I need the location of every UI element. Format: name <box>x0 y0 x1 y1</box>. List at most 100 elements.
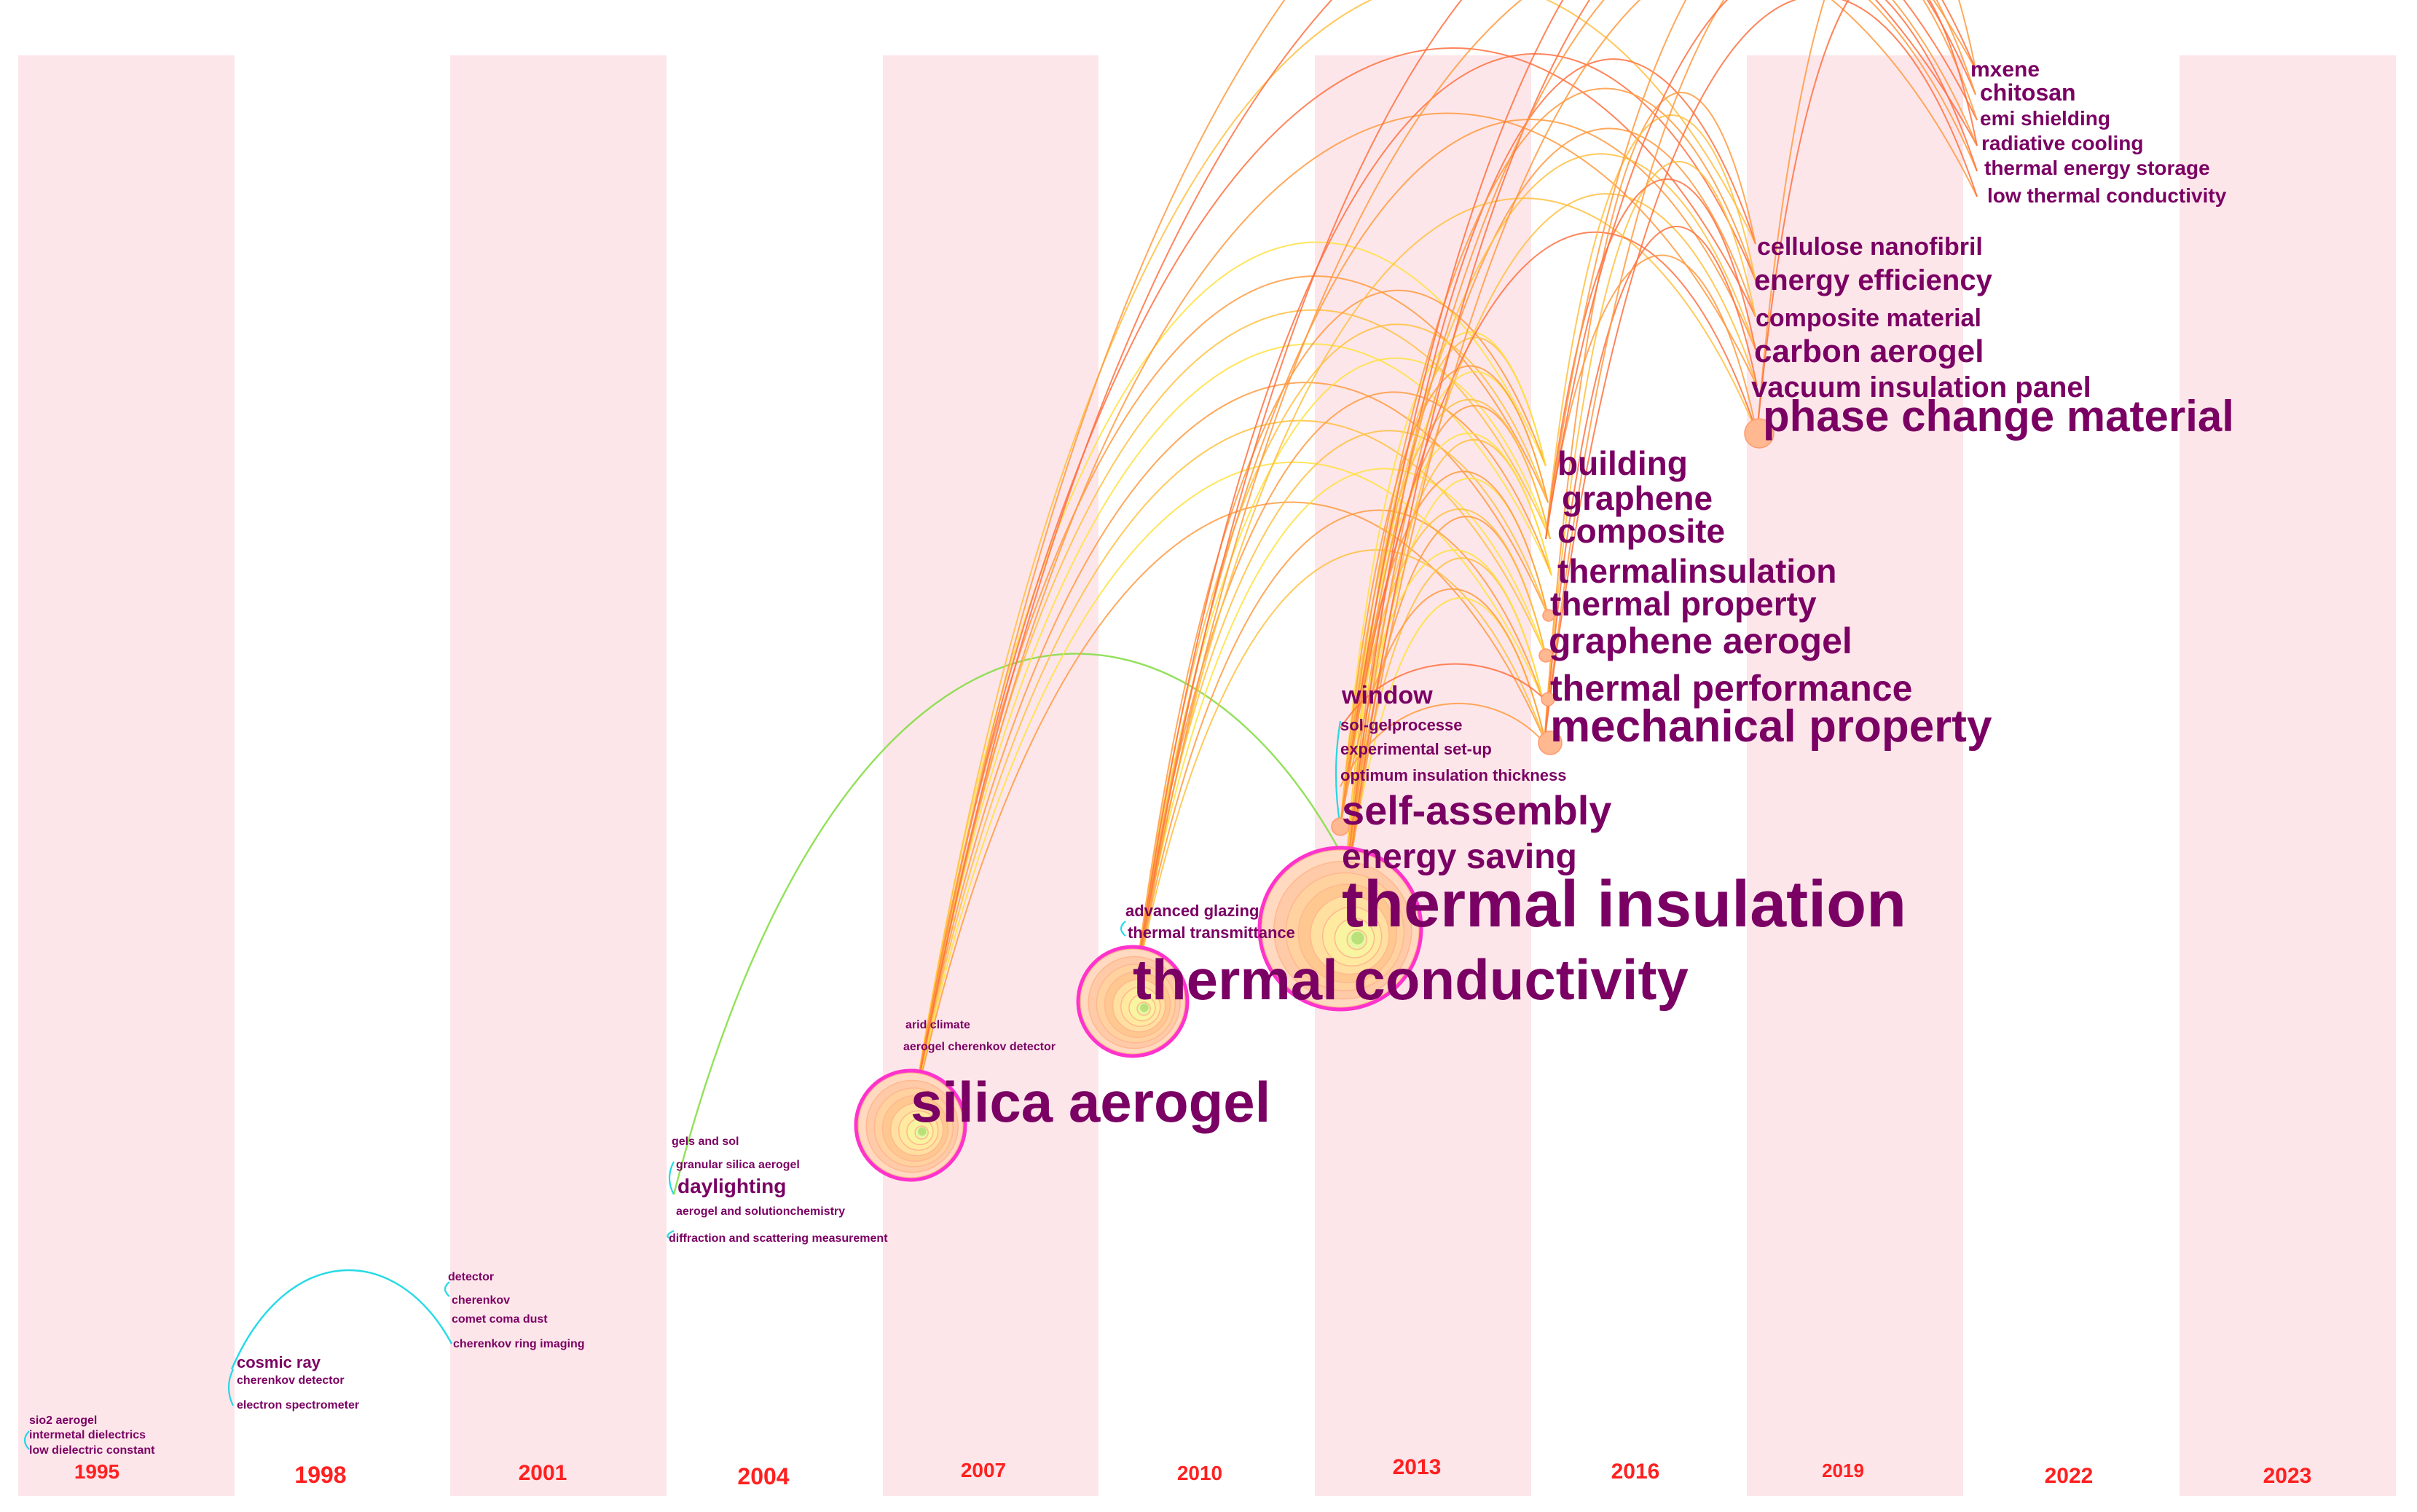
co-occurrence-links <box>23 0 1978 1450</box>
year-label-2007: 2007 <box>961 1459 1006 1481</box>
keyword-intermetal-dielectrics[interactable]: intermetal dielectrics <box>29 1429 146 1441</box>
keyword-vacuum-insulation-panel[interactable]: vacuum insulation panel <box>1751 371 2091 403</box>
link-42 <box>910 112 1758 1126</box>
keyword-low-thermal-conductivity[interactable]: low thermal conductivity <box>1987 184 2227 207</box>
link-66 <box>1544 0 1978 744</box>
keyword-aerogel-cherenkov-detector[interactable]: aerogel cherenkov detector <box>903 1041 1056 1053</box>
keyword-gels-and-sol[interactable]: gels and sol <box>672 1135 739 1148</box>
keyword-electron-spectrometer[interactable]: electron spectrometer <box>237 1399 359 1411</box>
keyword-comet-coma-dust[interactable]: comet coma dust <box>452 1313 548 1326</box>
keyword-silica-aerogel[interactable]: silica aerogel <box>911 1070 1270 1134</box>
keyword-thermalinsulation[interactable]: thermalinsulation <box>1557 552 1836 590</box>
keyword-experimental-set-up[interactable]: experimental set-up <box>1340 740 1492 758</box>
link-69 <box>1545 0 1978 540</box>
keyword-nodes <box>854 418 1775 1182</box>
link-36 <box>1340 470 1549 827</box>
year-label-1995: 1995 <box>74 1460 119 1483</box>
link-23 <box>1132 549 1547 1002</box>
node-thermal-insulation-core <box>1351 932 1364 945</box>
link-37 <box>1340 508 1547 827</box>
node-graphene-aerogel[interactable] <box>1538 648 1553 663</box>
link-52 <box>1544 92 1756 744</box>
year-label-2004: 2004 <box>737 1463 789 1489</box>
link-54 <box>1544 226 1758 744</box>
node-thermal-conductivity-core <box>1140 1003 1149 1012</box>
year-label-2019: 2019 <box>1822 1460 1864 1481</box>
keyword-advanced-glazing[interactable]: advanced glazing <box>1125 902 1259 920</box>
keyword-thermal-energy-storage[interactable]: thermal energy storage <box>1984 157 2210 179</box>
keyword-granular-silica-aerogel[interactable]: granular silica aerogel <box>676 1159 800 1171</box>
link-3 <box>444 1281 450 1297</box>
keyword-cherenkov[interactable]: cherenkov <box>452 1294 510 1307</box>
keyword-thermal-property[interactable]: thermal property <box>1550 585 1817 623</box>
link-51 <box>1340 231 1758 827</box>
node-thermal-performance[interactable] <box>1541 692 1555 706</box>
link-53 <box>1544 161 1756 744</box>
link-73 <box>1340 702 1545 787</box>
link-4 <box>668 1161 675 1195</box>
node-thermal-insulation[interactable] <box>1257 846 1423 1012</box>
link-60 <box>1132 0 1978 1002</box>
year-band-2010 <box>1099 55 1315 1496</box>
keyword-daylighting[interactable]: daylighting <box>677 1175 786 1197</box>
keyword-graphene[interactable]: graphene <box>1562 479 1713 517</box>
link-41 <box>910 47 1756 1126</box>
keyword-aerogel-and-solutionchemistry[interactable]: aerogel and solutionchemistry <box>676 1205 845 1218</box>
keyword-arid-climate[interactable]: arid climate <box>905 1019 970 1031</box>
keyword-energy-saving[interactable]: energy saving <box>1342 838 1577 876</box>
keyword-graphene-aerogel[interactable]: graphene aerogel <box>1549 621 1852 661</box>
keyword-low-dielectric-constant[interactable]: low dielectric constant <box>29 1444 155 1457</box>
link-47 <box>1340 127 1756 933</box>
link-39 <box>1340 588 1547 827</box>
node-mechanical-property[interactable] <box>1538 731 1563 755</box>
year-label-1998: 1998 <box>294 1462 346 1488</box>
keyword-thermal-performance[interactable]: thermal performance <box>1550 668 1912 709</box>
keyword-sol-gelprocesse[interactable]: sol-gelprocesse <box>1340 716 1463 734</box>
keyword-phase-change-material[interactable]: phase change material <box>1763 392 2234 441</box>
keyword-composite[interactable]: composite <box>1557 512 1725 550</box>
keyword-radiative-cooling[interactable]: radiative cooling <box>1981 132 2144 154</box>
keyword-cellulose-nanofibril[interactable]: cellulose nanofibril <box>1757 233 1983 261</box>
keyword-sio2-aerogel[interactable]: sio2 aerogel <box>29 1414 97 1427</box>
keyword-optimum-insulation-thickness[interactable]: optimum insulation thickness <box>1340 766 1566 784</box>
keyword-carbon-aerogel[interactable]: carbon aerogel <box>1754 334 1984 369</box>
year-label-2016: 2016 <box>1611 1460 1660 1484</box>
year-band-1995 <box>18 55 235 1496</box>
keyword-mxene[interactable]: mxene <box>1970 58 2040 82</box>
keyword-labels: sio2 aerogel intermetal dielectrics low di… <box>29 58 2234 1457</box>
keyword-composite-material[interactable]: composite material <box>1756 304 1981 332</box>
keyword-emi-shielding[interactable]: emi shielding <box>1980 107 2110 130</box>
keyword-thermal-insulation[interactable]: thermal insulation <box>1342 868 1906 941</box>
node-self-assembly[interactable] <box>1331 817 1350 836</box>
node-phase-change-material[interactable] <box>1744 418 1775 449</box>
link-46 <box>1340 58 1756 933</box>
year-band-2004 <box>667 55 883 1496</box>
keyword-thermal-conductivity[interactable]: thermal conductivity <box>1133 948 1689 1012</box>
keyword-detector[interactable]: detector <box>448 1271 494 1283</box>
node-thermal-property[interactable] <box>1542 609 1555 622</box>
keyword-mechanical-property[interactable]: mechanical property <box>1550 701 1992 752</box>
keyword-thermal-transmittance[interactable]: thermal transmittance <box>1128 924 1295 942</box>
keyword-window[interactable]: window <box>1341 682 1433 709</box>
link-49 <box>1340 87 1756 827</box>
link-33 <box>1340 365 1549 827</box>
keyword-energy-efficiency[interactable]: energy efficiency <box>1754 264 1993 296</box>
keyword-cosmic-ray[interactable]: cosmic ray <box>237 1353 321 1371</box>
link-45 <box>1132 197 1758 1002</box>
keyword-cherenkov-ring-imaging[interactable]: cherenkov ring imaging <box>453 1338 584 1350</box>
year-label-2001: 2001 <box>519 1461 567 1485</box>
year-label-2010: 2010 <box>1177 1462 1222 1484</box>
link-44 <box>1132 119 1756 1002</box>
keyword-chitosan[interactable]: chitosan <box>1980 79 2076 106</box>
keyword-cherenkov-detector[interactable]: cherenkov detector <box>237 1374 345 1387</box>
keyword-building[interactable]: building <box>1557 444 1688 482</box>
node-silica-aerogel[interactable] <box>854 1068 967 1182</box>
keyword-diffraction-and-scattering-measurement[interactable]: diffraction and scattering measurement <box>669 1232 888 1245</box>
keyword-self-assembly[interactable]: self-assembly <box>1342 787 1611 833</box>
link-19 <box>1132 391 1552 1002</box>
link-20 <box>1132 430 1549 1002</box>
node-thermal-conductivity[interactable] <box>1076 945 1190 1058</box>
link-5 <box>667 1229 675 1239</box>
link-59 <box>910 0 1978 1126</box>
